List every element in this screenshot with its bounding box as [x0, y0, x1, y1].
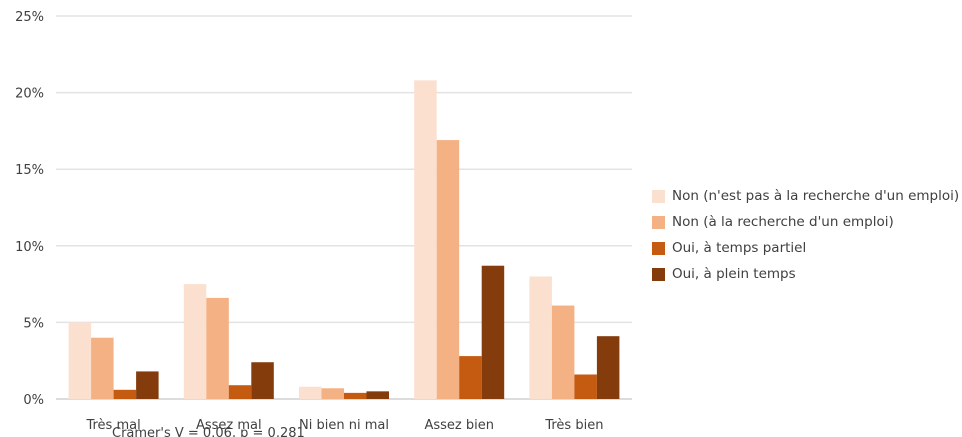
bar	[529, 276, 552, 399]
legend-swatch	[652, 242, 665, 255]
x-category-label: Assez mal	[196, 418, 262, 433]
legend-item: Non (n'est pas à la recherche d'un emplo…	[652, 186, 960, 206]
bar	[321, 388, 344, 399]
bar	[414, 80, 437, 400]
bar	[136, 371, 159, 399]
bar	[68, 322, 92, 399]
y-tick-label: 25%	[15, 10, 44, 25]
bar	[91, 337, 114, 399]
legend-label: Oui, à temps partiel	[672, 240, 807, 256]
bar	[344, 392, 367, 399]
x-category-label: Ni bien ni mal	[299, 418, 389, 433]
y-tick-label: 20%	[15, 87, 44, 102]
x-category-label: Très bien	[544, 418, 603, 433]
legend-label: Oui, à plein temps	[672, 266, 796, 282]
legend-label: Non (n'est pas à la recherche d'un emplo…	[672, 188, 960, 204]
bar	[574, 374, 597, 399]
statistics-note: Cramer's V = 0.06, p = 0.281	[112, 426, 305, 437]
legend-swatch	[652, 190, 665, 203]
bar	[251, 362, 274, 399]
legend-item: Oui, à plein temps	[652, 264, 960, 284]
bar	[183, 284, 207, 399]
bar	[596, 336, 620, 399]
bar	[299, 386, 322, 399]
legend-swatch	[652, 268, 665, 281]
bar	[113, 389, 137, 399]
legend: Non (n'est pas à la recherche d'un emplo…	[652, 186, 960, 290]
legend-item: Non (à la recherche d'un emploi)	[652, 212, 960, 232]
bar	[459, 356, 482, 399]
bar	[551, 305, 575, 399]
bar	[481, 265, 505, 399]
legend-label: Non (à la recherche d'un emploi)	[672, 214, 894, 230]
x-category-label: Très mal	[85, 418, 140, 433]
bars	[68, 80, 620, 400]
bar	[366, 391, 389, 399]
x-axis-labels: Très mal Assez mal Ni bien ni mal Assez bie…	[85, 418, 603, 433]
bar	[228, 385, 252, 399]
legend-item: Oui, à temps partiel	[652, 238, 960, 258]
y-tick-label: 10%	[15, 240, 44, 255]
x-category-label: Assez bien	[424, 418, 494, 433]
bar	[206, 297, 229, 399]
y-tick-label: 5%	[23, 316, 44, 331]
y-axis-ticks: 0% 5% 10% 15% 20% 25%	[15, 10, 44, 408]
y-tick-label: 15%	[15, 163, 44, 178]
y-tick-label: 0%	[23, 393, 44, 408]
bar	[436, 140, 460, 400]
legend-swatch	[652, 216, 665, 229]
bar-chart: 0% 5% 10% 15% 20% 25% Très mal Assez mal Ni bie…	[15, 10, 632, 437]
